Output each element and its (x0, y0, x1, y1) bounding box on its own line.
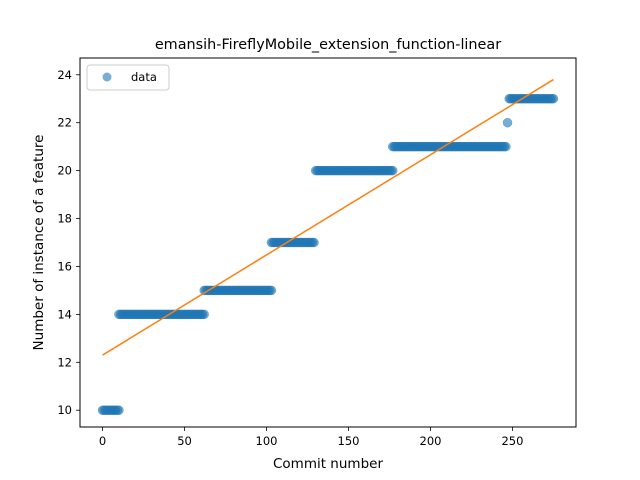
y-tick-label-10: 10 (57, 403, 72, 417)
x-tick-label-100: 100 (256, 434, 278, 448)
plot-frame (79, 57, 577, 428)
data-point-132 (309, 237, 319, 248)
legend-marker (102, 72, 112, 82)
data-point-180 (388, 165, 398, 176)
x-axis-ticks: 0 50 100 150 200 250 (99, 427, 523, 448)
y-axis-label: Number of instance of a feature (31, 135, 47, 351)
x-tick-label-150: 150 (338, 434, 360, 448)
x-axis-label: Commit number (273, 456, 383, 472)
data-point-105 (266, 285, 277, 296)
fit-line (102, 78, 554, 356)
fit-line-series (102, 78, 554, 356)
x-tick-label-250: 250 (501, 434, 523, 448)
y-tick-label-12: 12 (57, 355, 72, 369)
y-tick-label-14: 14 (57, 307, 72, 321)
legend: data (86, 64, 170, 91)
legend-entry-data: data (131, 70, 157, 84)
data-point-63 (199, 309, 209, 320)
y-tick-label-18: 18 (57, 212, 72, 226)
legend-box (86, 64, 170, 91)
data-point-279 (548, 93, 559, 104)
y-tick-label-24: 24 (57, 68, 72, 82)
y-axis-ticks: 10 12 14 16 18 20 22 24 (57, 68, 80, 417)
chart-title: emansih-FireflyMobile_extension_function… (155, 37, 501, 53)
data-point-251 (502, 117, 513, 128)
y-tick-label-22: 22 (57, 116, 72, 130)
data-point-10 (114, 405, 124, 415)
x-tick-label-200: 200 (420, 434, 442, 448)
scatter-series (97, 93, 559, 415)
data-point-250 (501, 141, 511, 152)
x-tick-label-0: 0 (99, 434, 106, 448)
y-tick-label-16: 16 (57, 259, 72, 273)
y-tick-label-20: 20 (57, 164, 72, 178)
x-tick-label-50: 50 (177, 434, 192, 448)
